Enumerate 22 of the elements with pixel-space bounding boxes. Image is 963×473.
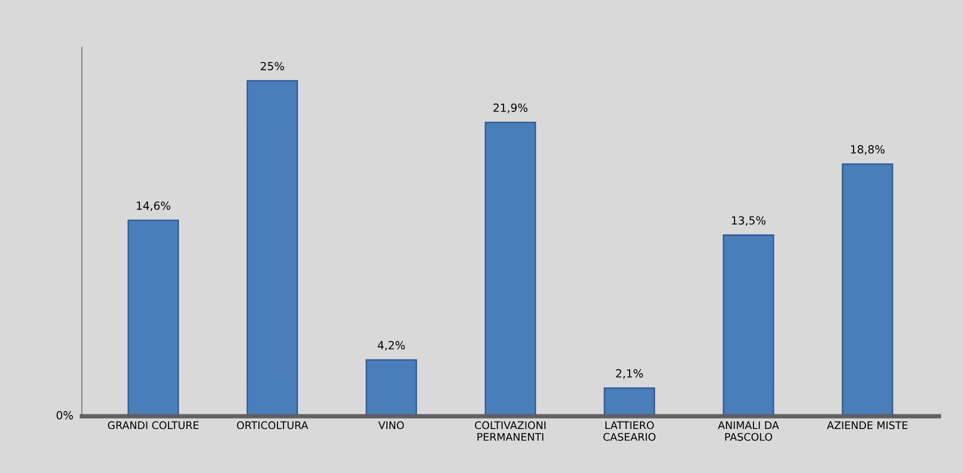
x-tick-label: ORTICOLTURA (236, 421, 308, 430)
x-tick-label: ANIMALI DA PASCOLO (718, 421, 780, 441)
bar (366, 359, 418, 416)
data-label: 2,1% (616, 369, 643, 379)
bar (484, 122, 536, 416)
x-tick-label: VINO (378, 421, 404, 430)
bar (604, 387, 656, 416)
x-tick-label: LATTIERO CASEARIO (603, 421, 656, 441)
text: 0% (56, 411, 73, 420)
data-label: 21,9% (494, 104, 528, 114)
x-tick-label: GRANDI COLTURE (108, 421, 199, 430)
data-label: 13,5% (732, 216, 766, 226)
x-tick-label: COLTIVAZIONI PERMANENTI (474, 421, 546, 441)
data-label: 25% (260, 62, 284, 70)
x-tick-label: AZIENDE MISTE (826, 421, 908, 430)
bar (246, 80, 298, 416)
data-label: 14,6% (136, 201, 170, 212)
bar (128, 220, 179, 416)
bar (842, 163, 894, 416)
data-label: 18,8% (851, 145, 885, 155)
data-label: 4,2% (378, 341, 405, 351)
bar (722, 234, 774, 416)
